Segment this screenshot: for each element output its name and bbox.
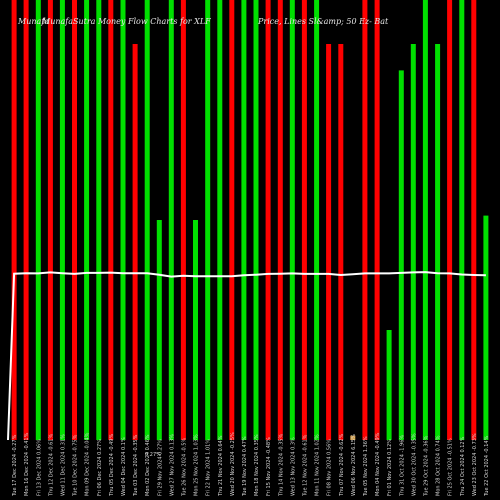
bar	[193, 220, 198, 440]
tick-label: Tue 05 Nov 2024 1.36%	[363, 436, 369, 497]
bar	[459, 0, 465, 440]
chart-title: MunafaSutra Money Flow Charts for XLF	[41, 17, 211, 26]
tick-label: Mon 28 Oct 2024 0.74%	[436, 435, 442, 496]
bar	[338, 44, 344, 440]
tick-label: Fri 01 Nov 2024 0.12%	[387, 439, 393, 496]
tick-label: Fri 13 Dec 2024 0.06%	[36, 439, 42, 496]
bar	[96, 0, 102, 440]
tick-label: Mon 09 Dec 2024 -0.04%	[85, 432, 91, 496]
tick-label: Fri 29 Nov 2024 0.27%	[157, 439, 163, 496]
bar	[350, 435, 356, 440]
bar	[241, 0, 247, 440]
tick-label: Thu 21 Nov 2024 0.64%	[218, 435, 224, 497]
bar	[144, 0, 150, 440]
bar	[120, 0, 126, 440]
tick-label: Mon 02 Dec 2024 0.46%	[145, 434, 151, 496]
ticks-layer: Tue 17 Dec 2024 -0.27% Mon 16 Dec 2024 -0…	[12, 432, 490, 497]
tick-label: Wed 20 Nov 2024 -0.25%	[230, 432, 236, 496]
tick-label: Wed 06 Nov 2024 6.15%	[351, 434, 357, 496]
tick-label: Wed 13 Nov 2024 0.3%	[290, 437, 296, 496]
tick-label: Wed 27 Nov 2024 0.13%	[169, 434, 175, 496]
bar	[229, 0, 235, 440]
tick-label: Fri 22 Nov 2024 1.01%	[206, 439, 212, 496]
tick-label: Tue 19 Nov 2024 0.47%	[242, 436, 248, 497]
tick-label: Thu 12 Dec 2024 -0.61%	[48, 434, 54, 497]
tick-label: Tue 22 Oct 2024 -0.14%	[484, 435, 490, 497]
chart-label-right: Price, Lines Sl&amp; 50 Ez- Bat	[257, 17, 389, 26]
bar	[386, 330, 392, 440]
bar	[11, 0, 17, 440]
tick-label: Thu 07 Nov 2024 -0.62%	[339, 433, 345, 497]
bar	[35, 0, 41, 440]
tick-label: Tue 12 Nov 2024 -0.61%	[302, 434, 308, 497]
tick-label: Thu 05 Dec 2024 -0.49%	[109, 434, 115, 497]
bar	[301, 0, 307, 440]
tick-label: Mon 16 Dec 2024 -0.41%	[24, 432, 30, 496]
bar	[180, 0, 186, 440]
tick-label: Wed 23 Oct 2024 -0.73%	[472, 433, 478, 496]
tick-label: Thu 31 Oct 2024 -1.96%	[399, 435, 405, 497]
bar	[265, 0, 271, 440]
bar	[156, 220, 162, 440]
bar	[84, 0, 90, 440]
tick-label: Thu 24 Oct 2024 0.12%	[460, 436, 466, 497]
bar	[132, 44, 138, 440]
bar	[471, 0, 477, 440]
top-percent-label: 0.27%	[145, 452, 161, 458]
bar	[23, 0, 29, 440]
bar	[398, 70, 404, 441]
tick-label: Mon 25 Nov 2024 1.03%	[194, 434, 200, 496]
bar	[205, 0, 211, 440]
tick-label: Mon 11 Nov 2024 1.02%	[315, 434, 321, 496]
tick-label: Tue 29 Oct 2024 -0.36%	[423, 435, 429, 497]
tick-label: Tue 10 Dec 2024 -0.75%	[73, 434, 79, 497]
tick-label: Fri 25 Oct 2024 -0.51%	[448, 438, 454, 496]
tick-label: Fri 08 Nov 2024 0.56%	[327, 439, 333, 496]
bar	[410, 44, 416, 440]
bar	[326, 44, 332, 440]
tick-label: Wed 11 Dec 2024 0.31%	[60, 434, 66, 496]
bar	[362, 0, 368, 440]
tick-label: Thu 14 Nov 2024 -0.35%	[278, 433, 284, 497]
tick-label: Mon 18 Nov 2024 0.35%	[254, 434, 260, 496]
bar	[72, 0, 77, 440]
tick-label: Fri 06 Dec 2024 0.27%	[97, 439, 103, 496]
chart-label-left: Munafa	[17, 17, 49, 26]
bar	[374, 0, 380, 440]
bar	[108, 0, 114, 440]
bar	[217, 0, 223, 440]
bar	[168, 0, 174, 440]
tick-label: Mon 04 Nov 2024 -0.49%	[375, 432, 381, 496]
bar	[253, 0, 259, 440]
bar	[483, 215, 489, 440]
tick-label: Tue 26 Nov 2024 -0.5%	[181, 438, 187, 497]
bar	[59, 0, 65, 440]
bar	[289, 0, 295, 440]
tick-label: Tue 17 Dec 2024 -0.27%	[12, 434, 18, 497]
bar	[277, 0, 283, 440]
bar	[422, 0, 428, 440]
bar	[314, 0, 320, 440]
tick-label: Wed 30 Oct 2024 -0.35%	[411, 433, 417, 496]
tick-label: Fri 15 Nov 2024 -0.48%	[266, 437, 272, 496]
bar	[47, 0, 53, 440]
tick-label: Wed 04 Dec 2024 0.1%	[121, 437, 127, 496]
bar	[435, 44, 441, 440]
price-line	[7, 271, 486, 441]
tick-label: Tue 03 Dec 2024 -0.35%	[133, 434, 139, 497]
bar	[447, 0, 453, 440]
bars-layer	[11, 0, 489, 441]
